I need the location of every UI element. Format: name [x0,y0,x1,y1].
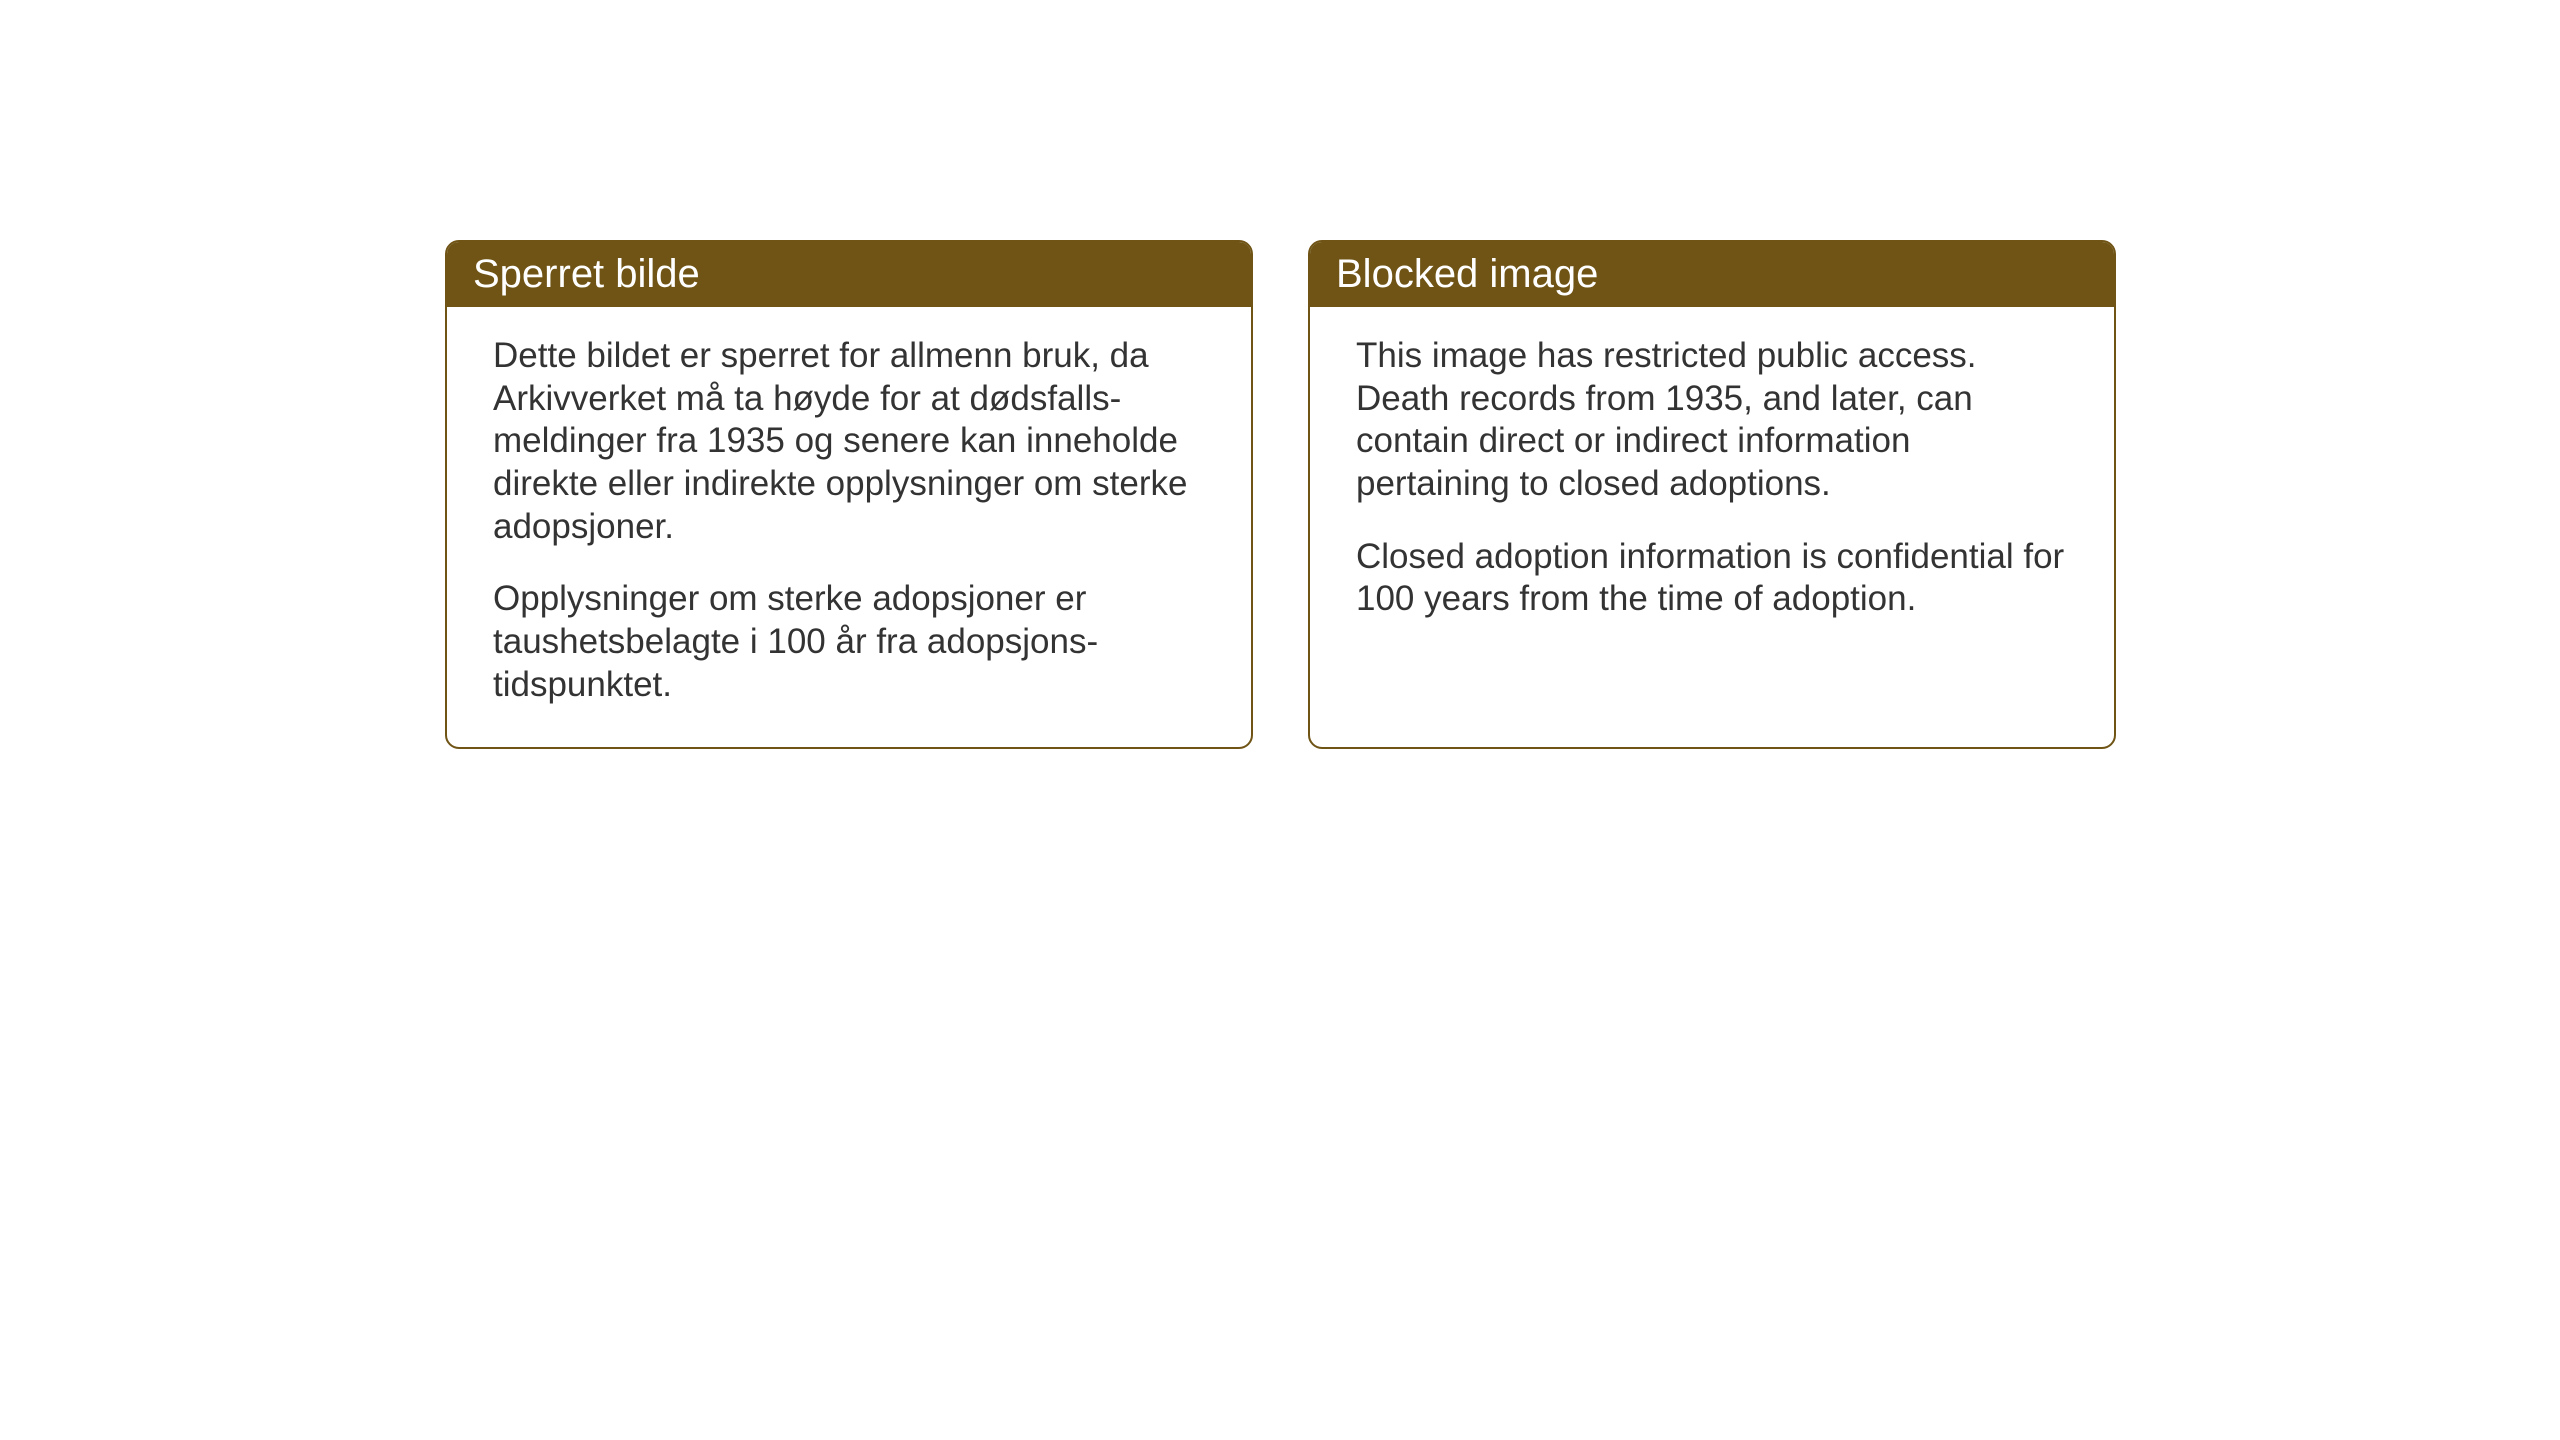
card-body-norwegian: Dette bildet er sperret for allmenn bruk… [447,307,1251,747]
message-cards-container: Sperret bilde Dette bildet er sperret fo… [445,240,2116,749]
card-title-norwegian: Sperret bilde [473,252,700,296]
card-paragraph-norwegian-2: Opplysninger om sterke adopsjoner er tau… [493,578,1205,706]
card-paragraph-norwegian-1: Dette bildet er sperret for allmenn bruk… [493,335,1205,548]
notice-card-english: Blocked image This image has restricted … [1308,240,2116,749]
notice-card-norwegian: Sperret bilde Dette bildet er sperret fo… [445,240,1253,749]
card-header-norwegian: Sperret bilde [447,242,1251,307]
card-paragraph-english-1: This image has restricted public access.… [1356,335,2068,506]
card-header-english: Blocked image [1310,242,2114,307]
card-title-english: Blocked image [1336,252,1598,296]
card-body-english: This image has restricted public access.… [1310,307,2114,707]
card-paragraph-english-2: Closed adoption information is confident… [1356,536,2068,621]
